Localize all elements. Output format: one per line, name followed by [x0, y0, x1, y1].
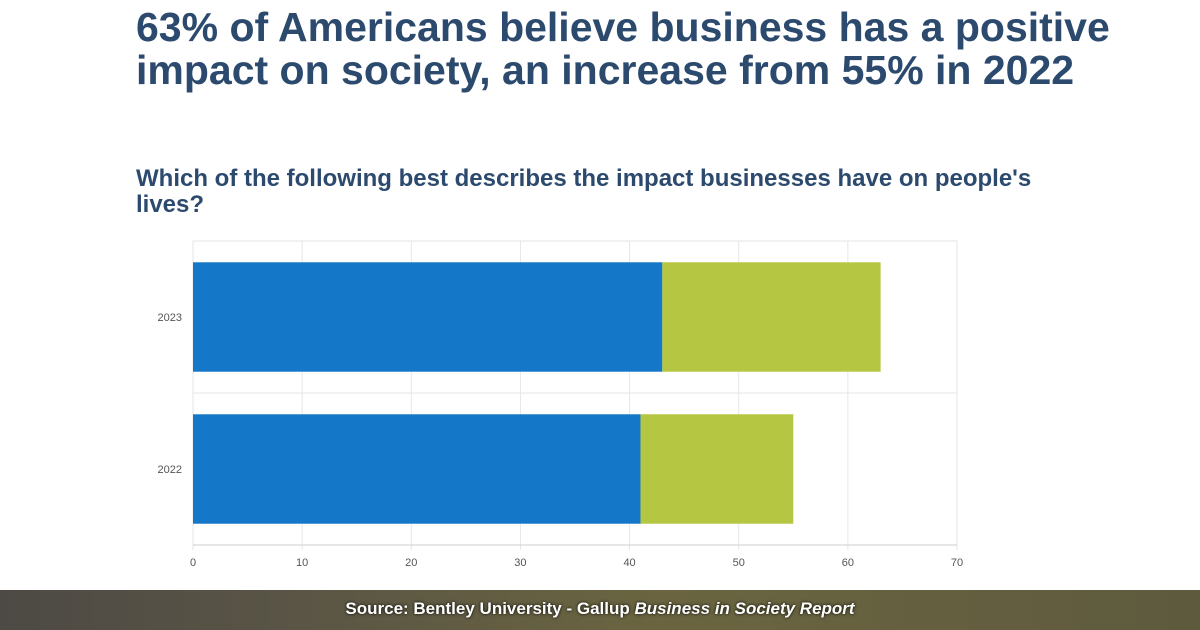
y-tick-label: 2022: [158, 464, 182, 476]
source-report-name: Business in Society Report: [634, 599, 855, 618]
x-tick-label: 10: [296, 557, 308, 569]
x-tick-label: 0: [190, 557, 196, 569]
x-tick-label: 40: [623, 557, 635, 569]
bar-2022-segment-2: [640, 414, 794, 524]
bar-2022-segment-1: [193, 414, 641, 524]
x-tick-label: 30: [514, 557, 526, 569]
bar-chart: 0 10 20 30 40 50 60 70 2023 2022: [158, 240, 963, 569]
chart-subtitle: Which of the following best describes th…: [136, 165, 1032, 218]
footer: Source: Bentley University - Gallup Busi…: [0, 590, 1200, 630]
bar-2023-segment-1: [193, 262, 663, 372]
source-prefix: Source: Bentley University - Gallup: [345, 599, 635, 618]
x-tick-label: 60: [842, 557, 854, 569]
page-title: 63% of Americans believe business has a …: [136, 4, 1110, 93]
bar-2023-segment-2: [662, 262, 881, 372]
x-tick-label: 20: [405, 557, 417, 569]
y-tick-label: 2023: [158, 312, 182, 324]
x-tick-label: 70: [951, 557, 963, 569]
x-tick-label: 50: [733, 557, 745, 569]
source-text: Source: Bentley University - Gallup Busi…: [0, 599, 1200, 619]
